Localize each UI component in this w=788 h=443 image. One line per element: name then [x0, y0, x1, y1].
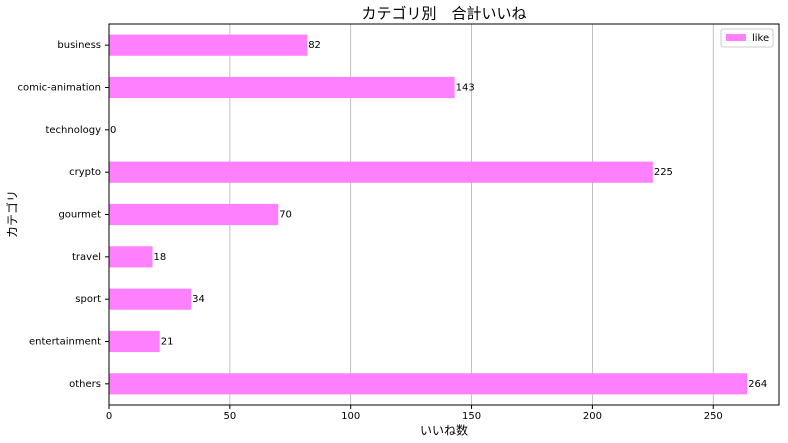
x-tick-label: 150 — [462, 411, 481, 422]
x-tick-label: 100 — [341, 411, 360, 422]
y-tick-label: entertainment — [29, 337, 101, 348]
value-label: 21 — [161, 337, 174, 348]
x-axis-label: いいね数 — [420, 423, 468, 438]
y-tick-label: comic-animation — [17, 83, 101, 94]
y-tick-label: sport — [75, 294, 101, 305]
plot-frame — [108, 23, 780, 406]
value-label: 70 — [279, 210, 292, 221]
bar — [109, 203, 279, 226]
value-label: 0 — [110, 125, 116, 136]
bar — [109, 373, 748, 395]
value-label: 82 — [308, 40, 321, 51]
y-tick-label: gourmet — [58, 210, 101, 221]
value-label: 34 — [192, 294, 205, 305]
y-tick-label: technology — [45, 125, 101, 136]
chart-title: カテゴリ別 合計いいね — [361, 5, 526, 23]
value-label: 18 — [154, 252, 167, 263]
bar — [109, 246, 153, 268]
legend-label: like — [752, 33, 769, 44]
legend-box — [720, 28, 774, 48]
x-tick-label: 250 — [704, 411, 723, 422]
value-label: 143 — [456, 83, 475, 94]
bar — [109, 161, 653, 183]
value-label: 225 — [654, 167, 673, 178]
y-tick-label: others — [69, 379, 101, 390]
bar — [109, 288, 192, 310]
bar — [109, 330, 160, 353]
x-tick-label: 0 — [106, 411, 112, 422]
y-axis-label: カテゴリ — [5, 190, 20, 238]
y-tick-label: crypto — [69, 167, 101, 178]
x-tick-label: 50 — [223, 411, 236, 422]
y-tick-label: travel — [72, 252, 101, 263]
y-tick-label: business — [57, 40, 101, 51]
bar — [109, 76, 455, 99]
value-label: 264 — [748, 379, 767, 390]
legend-swatch — [726, 34, 746, 41]
bar — [109, 34, 308, 56]
x-tick-label: 200 — [583, 411, 602, 422]
